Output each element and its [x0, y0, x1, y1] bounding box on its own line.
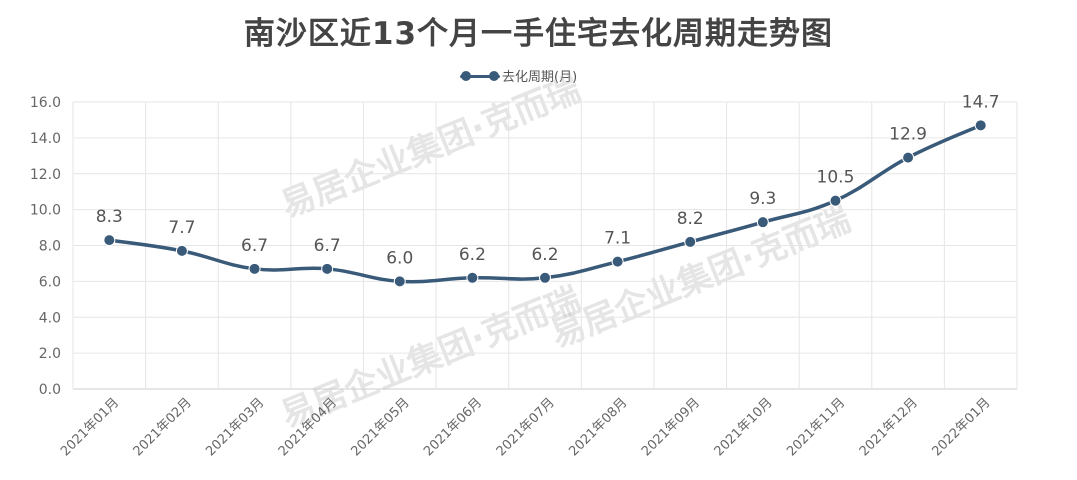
x-tick-label: 2021年05月: [349, 395, 413, 459]
data-point: [611, 255, 624, 268]
data-point: [684, 235, 697, 248]
data-point: [103, 234, 116, 247]
y-tick-label: 0.0: [39, 382, 61, 398]
x-tick-label: 2021年01月: [58, 395, 122, 459]
x-tick-label: 2021年03月: [203, 395, 267, 459]
data-label: 9.3: [749, 189, 776, 209]
data-point: [902, 151, 915, 164]
legend-swatch-icon: [460, 69, 500, 83]
y-tick-label: 4.0: [39, 310, 61, 326]
y-tick-label: 8.0: [39, 239, 61, 255]
data-point: [829, 194, 842, 207]
x-tick-label: 2022年01月: [929, 395, 993, 459]
x-tick-label: 2021年04月: [276, 395, 340, 459]
data-label: 8.3: [96, 207, 123, 227]
legend: 去化周期(月): [460, 66, 577, 85]
x-tick-label: 2021年11月: [784, 395, 848, 459]
x-tick-label: 2021年08月: [566, 395, 630, 459]
data-point: [466, 271, 479, 284]
data-label: 7.1: [604, 229, 631, 249]
data-point: [756, 216, 769, 229]
chart-title: 南沙区近13个月一手住宅去化周期走势图: [243, 16, 834, 52]
data-label: 8.2: [677, 209, 704, 229]
data-point: [393, 275, 406, 288]
y-tick-label: 10.0: [30, 203, 61, 219]
x-tick-label: 2021年12月: [857, 395, 921, 459]
x-tick-label: 2021年10月: [712, 395, 776, 459]
data-point: [248, 262, 261, 275]
x-tick-label: 2021年07月: [494, 395, 558, 459]
data-label: 10.5: [817, 168, 855, 188]
data-point: [175, 244, 188, 257]
data-label: 6.2: [531, 245, 558, 265]
data-label: 6.0: [386, 248, 413, 268]
y-tick-label: 16.0: [30, 95, 61, 111]
y-tick-label: 2.0: [39, 346, 61, 362]
y-tick-label: 12.0: [30, 167, 61, 183]
y-tick-label: 14.0: [30, 131, 61, 147]
y-tick-label: 6.0: [39, 274, 61, 290]
legend-label: 去化周期(月): [502, 70, 578, 85]
data-label: 6.7: [314, 236, 341, 256]
x-tick-label: 2021年02月: [131, 395, 195, 459]
x-tick-label: 2021年09月: [639, 395, 703, 459]
data-label: 7.7: [168, 218, 195, 238]
data-label: 6.7: [241, 236, 268, 256]
data-point: [974, 119, 987, 132]
data-label: 6.2: [459, 245, 486, 265]
data-point: [539, 271, 551, 284]
data-label: 12.9: [889, 125, 927, 145]
data-label: 14.7: [962, 92, 1000, 112]
data-point: [321, 262, 334, 275]
x-tick-label: 2021年06月: [421, 395, 485, 459]
